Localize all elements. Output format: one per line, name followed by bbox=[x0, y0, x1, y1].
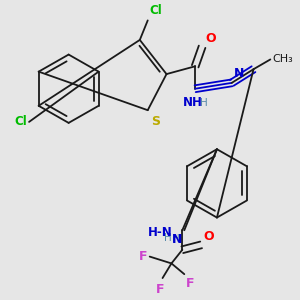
Text: H: H bbox=[164, 233, 172, 243]
Text: S: S bbox=[151, 115, 160, 128]
Text: NH: NH bbox=[183, 96, 203, 109]
Text: F: F bbox=[156, 283, 165, 296]
Text: CH₃: CH₃ bbox=[272, 54, 293, 64]
Text: N: N bbox=[172, 233, 182, 246]
Text: H: H bbox=[172, 234, 179, 244]
Text: N: N bbox=[234, 67, 244, 80]
Text: H-N: H-N bbox=[148, 226, 172, 239]
Text: F: F bbox=[186, 277, 195, 290]
Text: H: H bbox=[200, 98, 208, 107]
Text: Cl: Cl bbox=[14, 116, 27, 128]
Text: O: O bbox=[205, 32, 216, 45]
Text: F: F bbox=[139, 250, 148, 263]
Text: Cl: Cl bbox=[150, 4, 162, 17]
Text: O: O bbox=[203, 230, 214, 243]
